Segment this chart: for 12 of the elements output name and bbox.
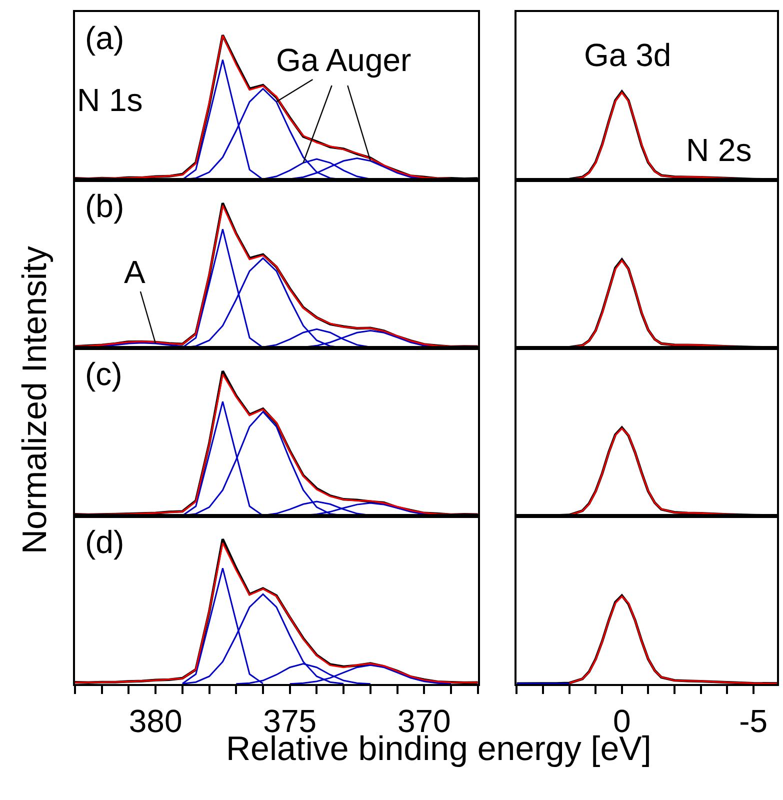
annotation: N 1s: [77, 82, 143, 118]
annotation: A: [124, 254, 146, 290]
text: Ga 3d: [584, 37, 672, 73]
x-tick-label: 380: [128, 703, 182, 740]
annotation: (a): [85, 20, 124, 56]
x-tick-label: -5: [739, 703, 768, 740]
annotation: Ga Auger: [276, 42, 412, 78]
y-axis-title: Normalized Intensity: [16, 246, 54, 554]
annotation: N 2s: [686, 132, 752, 168]
annotation: (b): [85, 188, 124, 224]
annotation: (d): [85, 524, 124, 560]
annotation: (c): [85, 356, 122, 392]
